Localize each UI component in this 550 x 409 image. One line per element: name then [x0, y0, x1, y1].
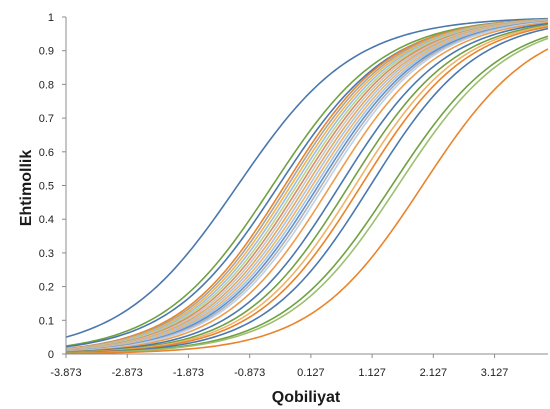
icc-curve-17 — [65, 21, 549, 353]
icc-curve-2 — [65, 18, 549, 347]
x-tick-label: -0.873 — [234, 367, 265, 379]
x-tick-label: -1.873 — [173, 367, 204, 379]
icc-curve-26 — [65, 48, 549, 355]
y-tick-label: 1 — [48, 12, 54, 24]
y-axis-title: Ehtimollik — [18, 150, 35, 227]
curves-group — [65, 17, 549, 355]
y-tick-label: 0.7 — [39, 113, 54, 125]
y-tick-label: 0 — [48, 349, 54, 361]
icc-curve-1 — [65, 17, 549, 338]
x-tick-label: -2.873 — [112, 367, 143, 379]
x-tick-label: -3.873 — [50, 367, 81, 379]
y-tick-label: 0.6 — [39, 147, 54, 159]
y-tick-label: 0.9 — [39, 46, 54, 58]
icc-curve-18 — [65, 21, 549, 353]
icc-curve-11 — [65, 19, 549, 352]
x-axis-title: Qobiliyat — [272, 389, 341, 406]
x-tick-label: 1.127 — [358, 367, 386, 379]
x-tick-label: 0.127 — [297, 367, 325, 379]
y-tick-label: 0.5 — [39, 181, 54, 193]
x-tick-label: 3.127 — [481, 367, 509, 379]
icc-curve-22 — [65, 26, 549, 354]
y-tick-label: 0.1 — [39, 315, 54, 327]
x-tick-label: 2.127 — [420, 367, 448, 379]
icc-curve-23 — [65, 27, 549, 354]
icc-curve-25 — [65, 37, 549, 354]
x-axis-ticks: -3.873 -2.873 -1.873 -0.873 0.127 1.127 2.127 3… — [50, 354, 508, 379]
y-axis-ticks: 0 0.1 0.2 0.3 0.4 0.5 0.6 0.7 0.8 0.9 1 — [39, 12, 66, 361]
y-tick-label: 0.3 — [39, 248, 54, 260]
y-tick-label: 0.2 — [39, 282, 54, 294]
y-tick-label: 0.4 — [39, 214, 54, 226]
y-tick-label: 0.8 — [39, 79, 54, 91]
icc-curve-19 — [65, 22, 549, 353]
